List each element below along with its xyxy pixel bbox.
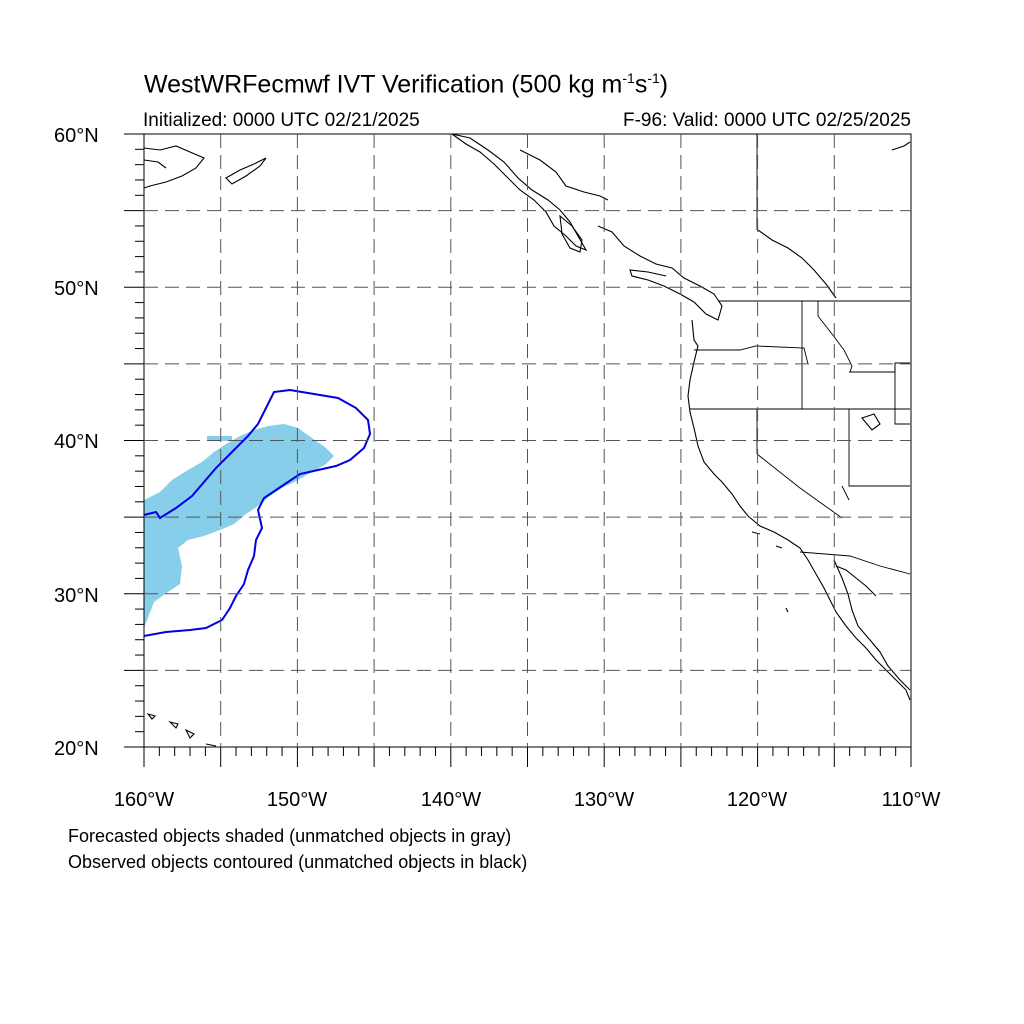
forecast-object-fragment [207, 436, 232, 441]
lat-label-50n: 50°N [54, 278, 99, 300]
forecast-legend-note: Forecasted objects shaded (unmatched obj… [68, 826, 512, 846]
tick-marks [124, 133, 912, 767]
map-title: WestWRFecmwf IVT Verification (500 kg m-… [144, 70, 669, 99]
lat-label-40n: 40°N [54, 431, 99, 453]
longitude-labels: 160°W 150°W 140°W 130°W 120°W 110°W [114, 789, 941, 811]
coastlines [143, 133, 911, 747]
lon-label-130w: 130°W [574, 789, 634, 811]
forecast-object-shaded [144, 424, 334, 628]
lon-label-110w: 110°W [882, 789, 941, 811]
lon-label-150w: 150°W [267, 789, 327, 811]
init-time-label: Initialized: 0000 UTC 02/21/2025 [143, 110, 420, 131]
observed-object-contour [143, 388, 372, 637]
political-borders [690, 134, 911, 575]
lat-label-20n: 20°N [54, 738, 99, 760]
lat-label-60n: 60°N [54, 125, 99, 147]
latitude-labels: 60°N 50°N 40°N 30°N 20°N [54, 125, 99, 760]
lat-label-30n: 30°N [54, 585, 99, 607]
lon-label-120w: 120°W [727, 789, 787, 811]
observed-legend-note: Observed objects contoured (unmatched ob… [68, 852, 528, 872]
gridlines [144, 134, 911, 747]
lon-label-140w: 140°W [421, 789, 481, 811]
lon-label-160w: 160°W [114, 789, 174, 811]
valid-time-label: F-96: Valid: 0000 UTC 02/25/2025 [623, 110, 911, 131]
